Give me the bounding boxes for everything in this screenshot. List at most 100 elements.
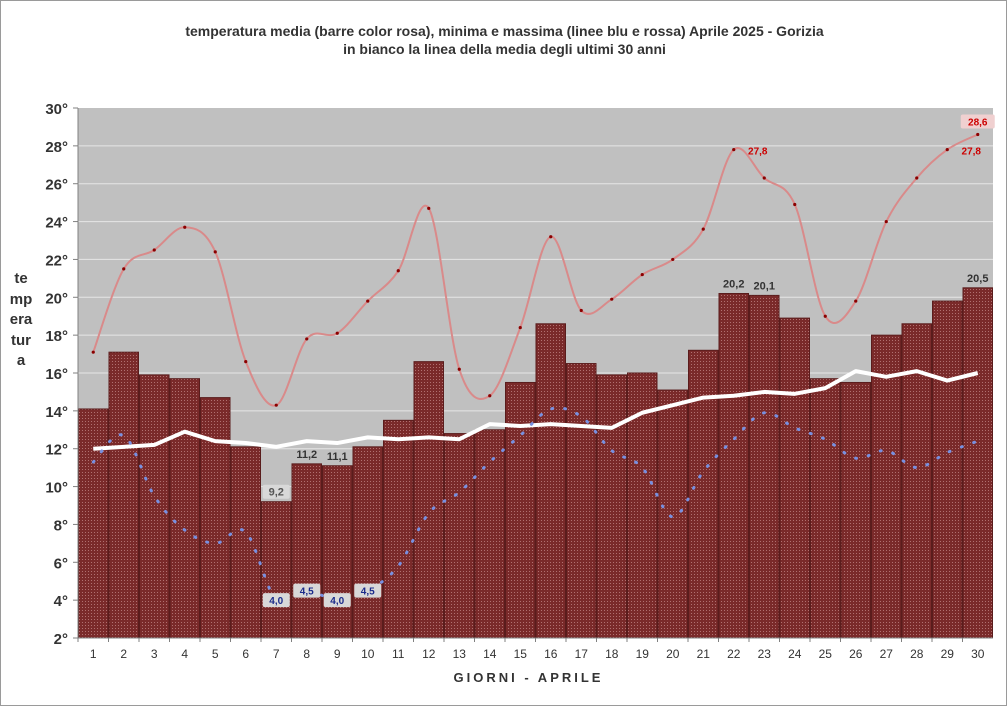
- max-point: [640, 272, 644, 277]
- max-point: [579, 308, 583, 313]
- data-label: 4,0: [269, 596, 283, 607]
- data-label-box: [354, 583, 382, 598]
- data-label-box: [262, 484, 290, 499]
- data-label-box: [293, 583, 321, 598]
- x-tick-label: 29: [941, 647, 955, 661]
- avg30-line: [93, 369, 979, 451]
- data-label-box: [262, 593, 290, 608]
- max-point: [427, 206, 431, 210]
- max-point: [305, 337, 309, 341]
- chart-title: temperatura media (barre color rosa), mi…: [185, 23, 824, 39]
- y-tick-label: 18°: [45, 328, 68, 345]
- y-tick-label: 26°: [45, 177, 68, 194]
- bar: [810, 378, 841, 639]
- x-tick-label: 25: [819, 647, 833, 661]
- bar: [352, 446, 383, 639]
- max-point: [915, 176, 919, 180]
- y-tick-label: 10°: [45, 480, 68, 497]
- max-point: [213, 250, 217, 254]
- data-label: 4,5: [361, 587, 375, 598]
- max-point: [762, 176, 766, 180]
- max-point: [488, 394, 492, 398]
- data-label: 9,2: [269, 487, 284, 499]
- bar: [718, 293, 749, 639]
- bar: [383, 419, 414, 639]
- data-label: 4,5: [300, 587, 314, 598]
- x-tick-label: 27: [880, 647, 894, 661]
- data-label: 20,5: [967, 273, 988, 285]
- max-point: [91, 350, 95, 354]
- bar: [688, 349, 719, 639]
- bar: [322, 465, 353, 639]
- bar: [779, 317, 810, 639]
- x-tick-label: 24: [788, 647, 802, 661]
- y-tick-label: 2°: [54, 631, 68, 648]
- bar: [749, 294, 780, 639]
- x-tick-label: 20: [666, 647, 680, 661]
- bar: [596, 374, 627, 639]
- max-point: [183, 225, 187, 229]
- bar: [871, 334, 902, 639]
- x-axis-label: GIORNI - APRILE: [453, 670, 604, 685]
- x-tick-label: 14: [483, 647, 497, 661]
- x-tick-label: 8: [303, 647, 310, 661]
- max-point: [854, 299, 858, 303]
- x-tick-label: 5: [212, 647, 219, 661]
- chart-subtitle: in bianco la linea della media degli ult…: [343, 41, 666, 57]
- y-tick-label: 16°: [45, 366, 68, 383]
- data-label: 27,8: [962, 147, 982, 158]
- bar: [169, 378, 200, 639]
- data-label: 20,2: [723, 279, 744, 291]
- x-tick-label: 11: [392, 647, 405, 661]
- data-label-box: [960, 114, 995, 129]
- bar: [840, 381, 871, 639]
- max-point: [335, 331, 339, 335]
- y-tick-label: 14°: [45, 404, 68, 421]
- y-axis-label: temperatura: [9, 270, 33, 369]
- bar: [657, 389, 688, 639]
- x-tick-label: 1: [90, 647, 97, 661]
- x-tick-label: 4: [181, 647, 188, 661]
- bar: [962, 287, 993, 639]
- x-tick-label: 23: [758, 647, 772, 661]
- x-tick-label: 13: [453, 647, 467, 661]
- y-tick-label: 4°: [54, 593, 68, 610]
- x-tick-label: 3: [151, 647, 158, 661]
- data-label: 20,1: [754, 280, 775, 292]
- max-point: [671, 257, 675, 262]
- data-label-box: [323, 593, 351, 608]
- x-tick-label: 2: [120, 647, 127, 661]
- x-tick-label: 7: [273, 647, 280, 661]
- min-line: [91, 406, 980, 605]
- y-tick-label: 12°: [45, 442, 68, 459]
- x-tick-label: 19: [636, 647, 650, 661]
- bar: [108, 351, 139, 639]
- bar: [505, 381, 536, 639]
- bar: [932, 300, 963, 639]
- x-tick-label: 21: [697, 647, 711, 661]
- y-tick-label: 22°: [45, 252, 68, 269]
- bar: [535, 323, 566, 639]
- max-point: [549, 235, 553, 239]
- x-tick-label: 15: [514, 647, 528, 661]
- bar: [566, 363, 597, 639]
- data-label: 11,2: [296, 449, 317, 461]
- max-point: [152, 248, 156, 252]
- max-point: [122, 267, 126, 271]
- data-label: 27,8: [748, 147, 768, 158]
- bar: [413, 361, 444, 639]
- bar: [200, 397, 231, 639]
- data-label: 11,1: [327, 451, 348, 463]
- data-label: 28,6: [968, 118, 988, 129]
- x-tick-label: 16: [544, 647, 558, 661]
- bar: [139, 374, 170, 639]
- max-point: [274, 403, 278, 407]
- max-point: [884, 219, 888, 224]
- max-point: [945, 148, 949, 152]
- x-tick-label: 6: [242, 647, 249, 661]
- y-tick-label: 6°: [54, 555, 68, 572]
- max-point: [732, 148, 736, 152]
- max-point: [976, 132, 980, 137]
- x-tick-label: 30: [971, 647, 985, 661]
